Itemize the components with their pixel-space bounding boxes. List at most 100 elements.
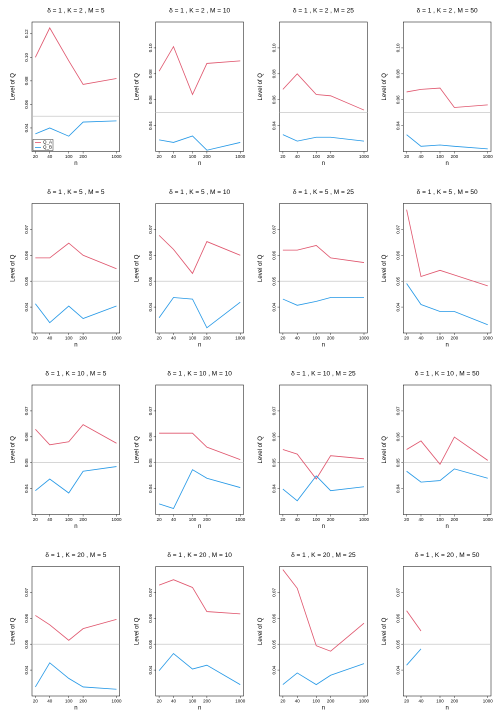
x-tick-label: 40 — [171, 154, 177, 159]
y-axis-label: Level of Q — [258, 436, 264, 464]
y-axis-label: Level of Q — [258, 254, 264, 282]
panel-title: δ = 1 , K = 20 , M = 50 — [415, 552, 480, 559]
plot-frame — [279, 21, 368, 152]
panel: δ = 1 , K = 2 , M = 5 20 40 100 200 1000 0.04 0… — [11, 8, 122, 167]
plot-frame — [403, 203, 492, 334]
y-axis-label: Level of Q — [258, 617, 264, 645]
x-axis-label: n — [198, 343, 201, 349]
plot-frame — [31, 566, 120, 697]
plot-frame — [279, 384, 368, 515]
x-tick-label: 100 — [436, 699, 444, 704]
x-tick-label: 100 — [436, 336, 444, 341]
y-tick-label: 0.05 — [272, 458, 277, 467]
x-axis-label: n — [74, 706, 77, 712]
x-tick-label: 20 — [157, 154, 163, 159]
series-line — [282, 245, 365, 263]
y-axis-label: Level of Q — [134, 254, 140, 282]
y-tick-label: 0.07 — [24, 225, 29, 234]
panel-title: δ = 1 , K = 10 , M = 10 — [167, 371, 232, 378]
panel: δ = 1 , K = 10 , M = 25 20 40 100 200 1000 0.0… — [258, 371, 369, 530]
y-tick-label: 0.07 — [24, 588, 29, 597]
y-tick-label: 0.06 — [395, 95, 400, 104]
series-line — [158, 652, 241, 685]
y-axis-label: Level of Q — [382, 73, 388, 101]
x-axis-label: n — [74, 343, 77, 349]
y-axis-label: Level of Q — [258, 73, 264, 101]
series-line — [282, 663, 365, 686]
series-line — [35, 242, 117, 270]
x-tick-label: 1000 — [235, 336, 246, 341]
y-tick-label: 0.04 — [148, 665, 153, 674]
x-tick-label: 200 — [79, 699, 87, 704]
legend-label: Q_B — [43, 145, 52, 150]
y-axis-label: Level of Q — [134, 436, 140, 464]
series-line — [158, 579, 241, 615]
x-tick-label: 100 — [312, 517, 320, 522]
panel: δ = 1 , K = 10 , M = 10 20 40 100 200 1000 0.0… — [134, 371, 245, 530]
y-tick-label: 0.06 — [148, 95, 153, 104]
y-tick-label: 0.04 — [148, 302, 153, 311]
plot-frame — [31, 21, 120, 152]
y-tick-label: 0.05 — [24, 276, 29, 285]
x-tick-label: 40 — [418, 699, 424, 704]
x-tick-label: 1000 — [483, 336, 494, 341]
panel-title: δ = 1 , K = 5 , M = 10 — [169, 189, 230, 196]
panel: δ = 1 , K = 20 , M = 5 20 40 100 200 1000 0.04… — [11, 552, 122, 711]
panel-title: δ = 1 , K = 2 , M = 10 — [169, 8, 230, 15]
y-tick-label: 0.06 — [395, 432, 400, 441]
x-tick-label: 1000 — [359, 699, 370, 704]
x-tick-label: 200 — [451, 154, 459, 159]
series-line — [406, 209, 488, 287]
x-tick-label: 100 — [312, 699, 320, 704]
y-tick-label: 0.06 — [24, 613, 29, 622]
y-tick-label: 0.07 — [148, 406, 153, 415]
x-axis-label: n — [74, 161, 77, 167]
x-axis-label: n — [198, 706, 201, 712]
plot-frame — [279, 566, 368, 697]
x-tick-label: 40 — [295, 336, 301, 341]
panel-title: δ = 1 , K = 20 , M = 5 — [45, 552, 106, 559]
y-tick-label: 0.04 — [148, 121, 153, 130]
x-axis-label: n — [198, 161, 201, 167]
plot-frame — [155, 203, 244, 334]
y-axis-label: Level of Q — [11, 617, 17, 645]
y-tick-label: 0.04 — [24, 123, 29, 132]
x-tick-label: 200 — [79, 517, 87, 522]
x-tick-label: 40 — [47, 517, 53, 522]
series-line — [406, 87, 488, 108]
x-tick-label: 100 — [312, 154, 320, 159]
panel: δ = 1 , K = 5 , M = 50 20 40 100 200 1000 0.04… — [382, 189, 493, 348]
y-tick-label: 0.04 — [24, 665, 29, 674]
plot-frame — [31, 203, 120, 334]
x-tick-label: 1000 — [359, 154, 370, 159]
series-line — [406, 134, 488, 150]
y-tick-label: 0.06 — [148, 613, 153, 622]
x-tick-label: 40 — [295, 699, 301, 704]
x-tick-label: 200 — [451, 336, 459, 341]
y-axis-label: Level of Q — [382, 254, 388, 282]
y-axis-label: Level of Q — [11, 254, 17, 282]
x-tick-label: 200 — [203, 154, 211, 159]
x-tick-label: 1000 — [111, 699, 122, 704]
series-line — [282, 297, 364, 306]
x-tick-label: 100 — [65, 154, 73, 159]
y-tick-label: 0.08 — [272, 69, 277, 78]
series-line — [35, 662, 117, 690]
plot-frame — [403, 21, 492, 152]
panel: δ = 1 , K = 20 , M = 25 20 40 100 200 1000 0.0… — [258, 552, 369, 711]
y-tick-label: 0.06 — [24, 250, 29, 259]
y-tick-label: 0.05 — [148, 639, 153, 648]
series-line — [35, 615, 117, 641]
panel-title: δ = 1 , K = 2 , M = 5 — [47, 8, 105, 15]
x-tick-label: 20 — [404, 517, 410, 522]
x-tick-label: 1000 — [111, 154, 122, 159]
y-tick-label: 0.12 — [24, 29, 29, 38]
y-tick-label: 0.07 — [148, 588, 153, 597]
series-line — [282, 449, 365, 480]
y-axis-label: Level of Q — [11, 73, 17, 101]
x-axis-label: n — [445, 343, 448, 349]
x-tick-label: 20 — [404, 336, 410, 341]
plot-frame — [403, 566, 492, 697]
series-line — [35, 466, 117, 494]
